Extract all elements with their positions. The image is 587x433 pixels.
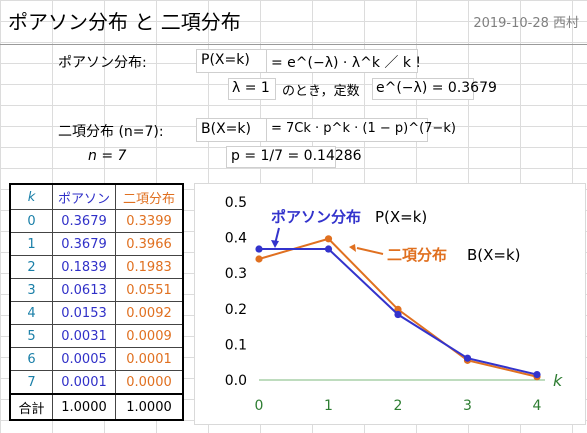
lambda-value: λ = 1 bbox=[232, 80, 270, 96]
binomial-label: 二項分布 (n=7): bbox=[58, 124, 164, 140]
cell-binomial[interactable]: 0.3399 bbox=[115, 209, 184, 233]
data-point-1 bbox=[394, 305, 402, 314]
table-row: 3 0.0613 0.0551 bbox=[9, 278, 184, 302]
cell-binomial[interactable]: 0.0551 bbox=[115, 278, 184, 302]
cell-k[interactable]: 7 bbox=[9, 370, 53, 395]
y-tick-label: 0.1 bbox=[225, 337, 247, 353]
table-row: 6 0.0005 0.0001 bbox=[9, 347, 184, 371]
table-row: 0 0.3679 0.3399 bbox=[9, 209, 184, 233]
table-row: 1 0.3679 0.3966 bbox=[9, 232, 184, 256]
cell-poisson[interactable]: 0.0001 bbox=[52, 370, 116, 395]
data-point-0 bbox=[324, 245, 333, 253]
y-tick-label: 0.2 bbox=[225, 302, 247, 318]
data-point-0 bbox=[394, 310, 402, 319]
binomial-formula-rhs: = 7Ck · p^k · (1 − p)^(7−k) bbox=[271, 121, 456, 136]
cell-k[interactable]: 2 bbox=[9, 255, 53, 279]
x-tick-label: 1 bbox=[324, 398, 333, 414]
x-tick-label: 4 bbox=[533, 398, 542, 414]
binomial-lhs-cell[interactable]: B(X=k) bbox=[196, 118, 268, 142]
table-row: 2 0.1839 0.1983 bbox=[9, 255, 184, 279]
binomial-arrow bbox=[356, 247, 384, 255]
chart-area[interactable]: 0.0 0.1 0.2 0.3 0.4 0.5 0 1 2 3 4 k ポアソン分布 P(X=k) 二項分布… bbox=[194, 183, 586, 425]
y-tick-label: 0.3 bbox=[225, 266, 247, 282]
sum-binomial[interactable]: 1.0000 bbox=[115, 393, 184, 421]
cell-poisson[interactable]: 0.0031 bbox=[52, 324, 116, 348]
binomial-series-formula: B(X=k) bbox=[467, 246, 521, 264]
const-cell[interactable]: e^(−λ) = 0.3679 bbox=[372, 78, 497, 100]
cell-binomial[interactable]: 0.0000 bbox=[115, 370, 184, 395]
data-point-0 bbox=[255, 245, 263, 253]
header-k[interactable]: k bbox=[9, 183, 53, 210]
cell-poisson[interactable]: 0.0153 bbox=[52, 301, 116, 325]
table-row: 5 0.0031 0.0009 bbox=[9, 324, 184, 348]
poisson-rhs-cell[interactable]: = e^(−λ) · λ^k ／ k ! bbox=[266, 49, 422, 73]
y-tick-label: 0.5 bbox=[225, 195, 247, 211]
binomial-series-label: 二項分布 bbox=[387, 246, 447, 264]
cell-k[interactable]: 6 bbox=[9, 347, 53, 371]
cell-binomial[interactable]: 0.0001 bbox=[115, 347, 184, 371]
p-cell[interactable]: p = 1/7 = 0.14286 bbox=[226, 146, 362, 168]
cell-k[interactable]: 5 bbox=[9, 324, 53, 348]
title-divider bbox=[0, 44, 587, 45]
data-point-1 bbox=[324, 235, 333, 243]
header-binomial[interactable]: 二項分布 bbox=[115, 183, 184, 210]
data-point-0 bbox=[533, 370, 541, 379]
cell-binomial[interactable]: 0.3966 bbox=[115, 232, 184, 256]
cell-poisson[interactable]: 0.0005 bbox=[52, 347, 116, 371]
cell-k[interactable]: 3 bbox=[9, 278, 53, 302]
binomial-arrowhead bbox=[349, 244, 356, 252]
probability-table: k ポアソン 二項分布 0 0.3679 0.3399 1 0.3679 0.3… bbox=[9, 183, 184, 421]
n-value: n = 7 bbox=[88, 148, 127, 164]
lambda-cell[interactable]: λ = 1 bbox=[228, 78, 276, 100]
cell-k[interactable]: 0 bbox=[9, 209, 53, 233]
poisson-label: ポアソン分布: bbox=[58, 55, 147, 71]
const-expression: e^(−λ) = 0.3679 bbox=[376, 80, 497, 96]
header-poisson[interactable]: ポアソン bbox=[52, 183, 116, 210]
table-row: 7 0.0001 0.0000 bbox=[9, 370, 184, 395]
page-title: ポアソン分布 と 二項分布 bbox=[8, 10, 241, 34]
cell-poisson[interactable]: 0.3679 bbox=[52, 209, 116, 233]
cell-poisson[interactable]: 0.1839 bbox=[52, 255, 116, 279]
lambda-text: のとき，定数 bbox=[282, 84, 360, 99]
poisson-series-formula: P(X=k) bbox=[375, 208, 427, 226]
poisson-formula-rhs: = e^(−λ) · λ^k ／ k ! bbox=[271, 55, 422, 71]
binomial-formula-lhs: B(X=k) bbox=[201, 121, 251, 137]
x-axis-label: k bbox=[553, 371, 563, 390]
y-tick-label: 0.4 bbox=[225, 231, 247, 247]
cell-poisson[interactable]: 0.0613 bbox=[52, 278, 116, 302]
x-tick-label: 3 bbox=[463, 398, 472, 414]
date-author: 2019-10-28 西村 bbox=[473, 16, 579, 31]
data-point-1 bbox=[255, 255, 263, 263]
sum-label[interactable]: 合計 bbox=[9, 393, 53, 421]
x-tick-label: 2 bbox=[394, 398, 403, 414]
poisson-formula-lhs: P(X=k) bbox=[201, 52, 250, 68]
poisson-lhs-cell[interactable]: P(X=k) bbox=[196, 49, 268, 73]
binomial-rhs-cell[interactable]: = 7Ck · p^k · (1 − p)^(7−k) bbox=[266, 118, 456, 142]
cell-binomial[interactable]: 0.1983 bbox=[115, 255, 184, 279]
cell-k[interactable]: 4 bbox=[9, 301, 53, 325]
cell-binomial[interactable]: 0.0009 bbox=[115, 324, 184, 348]
poisson-series-label: ポアソン分布 bbox=[271, 208, 361, 226]
cell-binomial[interactable]: 0.0092 bbox=[115, 301, 184, 325]
p-value: p = 1/7 = 0.14286 bbox=[231, 148, 362, 164]
table-row: 4 0.0153 0.0092 bbox=[9, 301, 184, 325]
cell-k[interactable]: 1 bbox=[9, 232, 53, 256]
y-tick-label: 0.0 bbox=[225, 373, 247, 389]
poisson-arrowhead bbox=[271, 240, 279, 248]
sum-poisson[interactable]: 1.0000 bbox=[52, 393, 116, 421]
sum-row: 合計 1.0000 1.0000 bbox=[9, 393, 184, 421]
chart-svg: 0.0 0.1 0.2 0.3 0.4 0.5 0 1 2 3 4k ポアソン分布 P(X=k) 二項分布… bbox=[225, 195, 563, 414]
data-point-0 bbox=[463, 354, 472, 362]
x-tick-label: 0 bbox=[255, 398, 264, 414]
cell-poisson[interactable]: 0.3679 bbox=[52, 232, 116, 256]
